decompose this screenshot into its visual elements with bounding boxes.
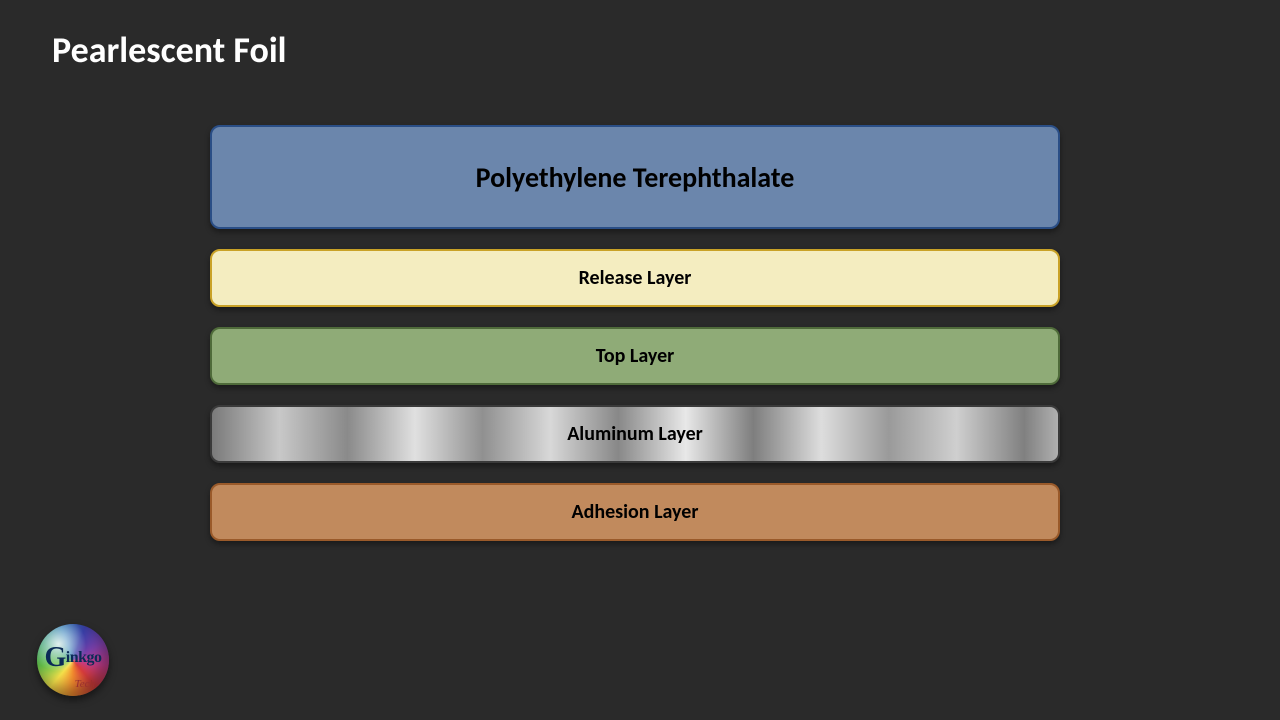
layer-label: Release Layer — [579, 266, 692, 290]
page-title: Pearlescent Foil — [52, 28, 287, 72]
layer-top: Top Layer — [210, 327, 1060, 385]
layer-label: Polyethylene Terephthalate — [476, 160, 795, 195]
layer-release: Release Layer — [210, 249, 1060, 307]
layer-label: Aluminum Layer — [567, 422, 703, 446]
layer-aluminum: Aluminum Layer — [210, 405, 1060, 463]
brand-logo: Ginkgo Tech — [28, 620, 118, 700]
layer-adhesion: Adhesion Layer — [210, 483, 1060, 541]
logo-brand-text: Ginkgo — [44, 642, 101, 674]
layer-stack: Polyethylene Terephthalate Release Layer… — [210, 125, 1060, 561]
logo-sub-text: Tech — [75, 678, 95, 690]
layer-label: Adhesion Layer — [572, 500, 699, 524]
layer-label: Top Layer — [596, 344, 675, 368]
logo-sphere-icon: Ginkgo Tech — [37, 624, 109, 696]
layer-pet: Polyethylene Terephthalate — [210, 125, 1060, 229]
